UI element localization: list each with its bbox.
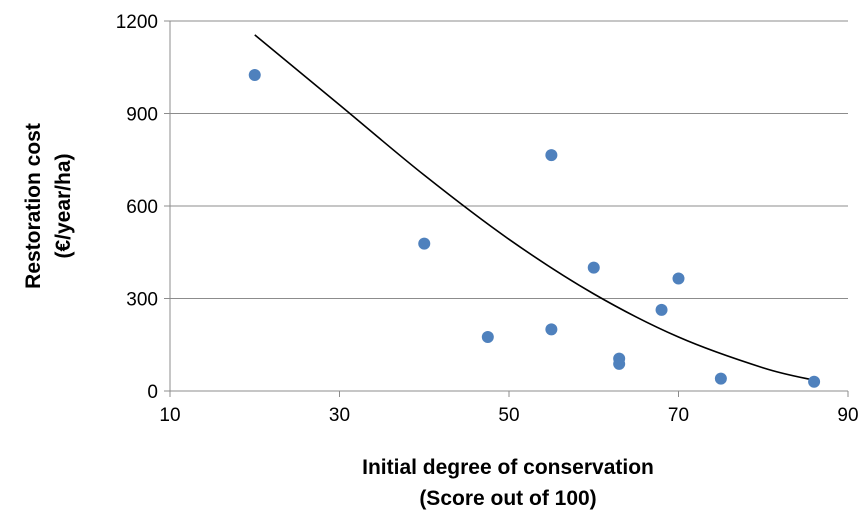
- trendline: [254, 34, 815, 381]
- data-point: [672, 272, 685, 285]
- y-tick-label: 600: [126, 197, 158, 218]
- data-point: [545, 149, 558, 162]
- data-point: [613, 357, 626, 370]
- x-tick-label: 30: [329, 405, 350, 426]
- y-axis-title-line-1: Restoration cost: [22, 123, 45, 289]
- y-tick-label: 900: [126, 105, 158, 126]
- x-tick-label: 90: [837, 405, 858, 426]
- data-point: [545, 323, 558, 336]
- y-axis-title-line-2: (€/year/ha): [52, 153, 75, 258]
- x-tick-label: 10: [159, 405, 180, 426]
- x-axis-title-line-2: (Score out of 100): [419, 487, 596, 510]
- trendline-group: [254, 34, 815, 381]
- y-tick-label: 0: [147, 382, 158, 403]
- y-tick-label: 300: [126, 290, 158, 311]
- data-point: [587, 261, 600, 274]
- data-point: [481, 331, 494, 344]
- data-points: [248, 68, 821, 388]
- y-tick-label: 1200: [116, 12, 158, 33]
- data-point: [418, 237, 431, 250]
- data-point: [655, 303, 668, 316]
- tick-labels: 0 300 600 900 1200 10 30 50 70 90: [116, 12, 859, 426]
- gridlines: [170, 20, 848, 299]
- x-axis-title-line-1: Initial degree of conservation: [362, 456, 654, 479]
- x-tick-label: 50: [498, 405, 519, 426]
- axes: [164, 20, 849, 397]
- x-tick-label: 70: [668, 405, 689, 426]
- data-point: [714, 372, 727, 385]
- data-point: [808, 375, 821, 388]
- data-point: [248, 68, 261, 81]
